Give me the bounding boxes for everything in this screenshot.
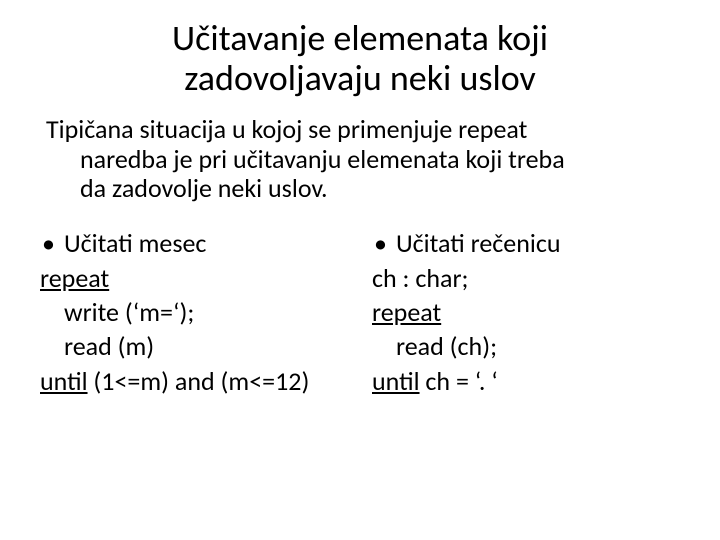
left-bullet: Učitati mesec [40,226,348,260]
intro-paragraph: Tipičana situacija u kojoj se primenjuje… [40,115,680,205]
intro-line-2: naredba je pri učitavanju elemenata koji… [50,145,680,175]
right-line-1: ch : char; [372,261,680,295]
title-line-2: zadovoljavaju neki uslov [184,56,536,100]
right-cond: ch = ‘. ‘ [420,365,498,397]
title-line-1: Učitavanje elemenata koji [172,16,548,60]
right-line-3: read (ch); [372,329,680,363]
left-line-3: read (m) [40,329,348,363]
intro-line-1: Tipičana situacija u kojoj se primenjuje… [46,113,527,145]
columns: Učitati mesec repeat write (‘m=‘); read … [40,226,680,398]
left-line-2: write (‘m=‘); [40,295,348,329]
left-until: until [40,365,88,397]
slide: Učitavanje elemenata koji zadovoljavaju … [0,0,720,540]
right-until: until [372,365,420,397]
slide-title: Učitavanje elemenata koji zadovoljavaju … [40,18,680,99]
left-column: Učitati mesec repeat write (‘m=‘); read … [40,226,348,398]
intro-line-3: da zadovolje neki uslov. [50,174,680,204]
right-column: Učitati rečenicu ch : char; repeat read … [372,226,680,398]
left-cond: (1<=m) and (m<=12) [88,365,310,397]
right-line-4: until ch = ‘. ‘ [372,364,680,398]
right-line-2: repeat [372,296,441,328]
right-bullet: Učitati rečenicu [372,226,680,260]
left-line-1: repeat [40,262,109,294]
left-line-4: until (1<=m) and (m<=12) [40,364,348,398]
